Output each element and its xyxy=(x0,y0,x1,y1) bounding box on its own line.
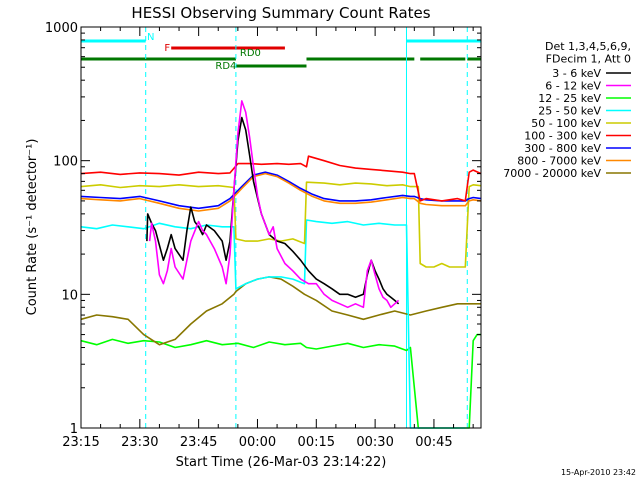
series-line-50-100-kev xyxy=(80,181,482,268)
legend-entry-6-12-kev: 6 - 12 keV xyxy=(545,80,601,93)
legend-entry-3-6-kev: 3 - 6 keV xyxy=(552,67,601,80)
y-tick-label: 10 xyxy=(61,288,78,303)
series-line-12-25-kev xyxy=(80,333,481,429)
legend-entry-7000-20000-kev: 7000 - 20000 keV xyxy=(503,167,601,180)
legend-entry-50-100-kev: 50 - 100 keV xyxy=(531,117,601,130)
flag-label-f: F xyxy=(164,43,170,54)
y-tick-label: 100 xyxy=(53,155,78,170)
series-line-6-12-kev xyxy=(148,100,400,309)
y-tick-label: 1 xyxy=(70,422,78,437)
flag-label-rd4: RD4 xyxy=(215,61,236,72)
x-tick-label: 23:30 xyxy=(121,435,158,450)
y-axis-label: Count Rate (s⁻¹ detector⁻¹) xyxy=(25,139,40,316)
flag-label-n: N xyxy=(147,32,154,43)
flag-label-rd0: RD0 xyxy=(240,48,261,59)
timestamp: 15-Apr-2010 23:42 xyxy=(561,468,636,477)
x-axis-label: Start Time (26-Mar-03 23:14:22) xyxy=(176,455,387,470)
x-tick-label: 23:15 xyxy=(62,435,99,450)
x-tick-label: 00:15 xyxy=(298,435,335,450)
chart-title: HESSI Observing Summary Count Rates xyxy=(131,4,430,22)
legend: Det 1,3,4,5,6,9,FDecim 1, Att 03 - 6 keV… xyxy=(503,40,631,180)
series-line-800-7000-kev xyxy=(80,172,482,212)
x-tick-label: 00:00 xyxy=(239,435,276,450)
legend-entry-25-50-kev: 25 - 50 keV xyxy=(538,105,601,118)
x-tick-label: 00:45 xyxy=(415,435,452,450)
plot-frame xyxy=(80,26,482,429)
legend-entry-300-800-kev: 300 - 800 keV xyxy=(524,142,601,155)
y-axis-ticks: 1 10 100 1000 xyxy=(45,21,481,437)
legend-entry-100-300-kev: 100 - 300 keV xyxy=(524,130,601,143)
observing-flags: NF RD0 RD4 xyxy=(81,32,481,72)
legend-header: Det 1,3,4,5,6,9, xyxy=(545,40,631,53)
x-tick-label: 23:45 xyxy=(180,435,217,450)
legend-header: FDecim 1, Att 0 xyxy=(546,53,631,66)
x-axis-ticks: 23:15 23:30 23:45 00:00 00:15 00:30 00:45 xyxy=(62,27,474,450)
series-line-7000-20000-kev xyxy=(80,276,481,346)
series-line-3-6-kev xyxy=(146,116,400,305)
legend-entry-800-7000-kev: 800 - 7000 keV xyxy=(517,155,601,168)
x-tick-label: 00:30 xyxy=(356,435,393,450)
y-tick-label: 1000 xyxy=(45,21,78,36)
series-line-25-50-kev xyxy=(80,219,466,429)
series-line-100-300-kev xyxy=(80,155,482,202)
series-lines xyxy=(80,100,482,429)
legend-entry-12-25-kev: 12 - 25 keV xyxy=(538,92,601,105)
